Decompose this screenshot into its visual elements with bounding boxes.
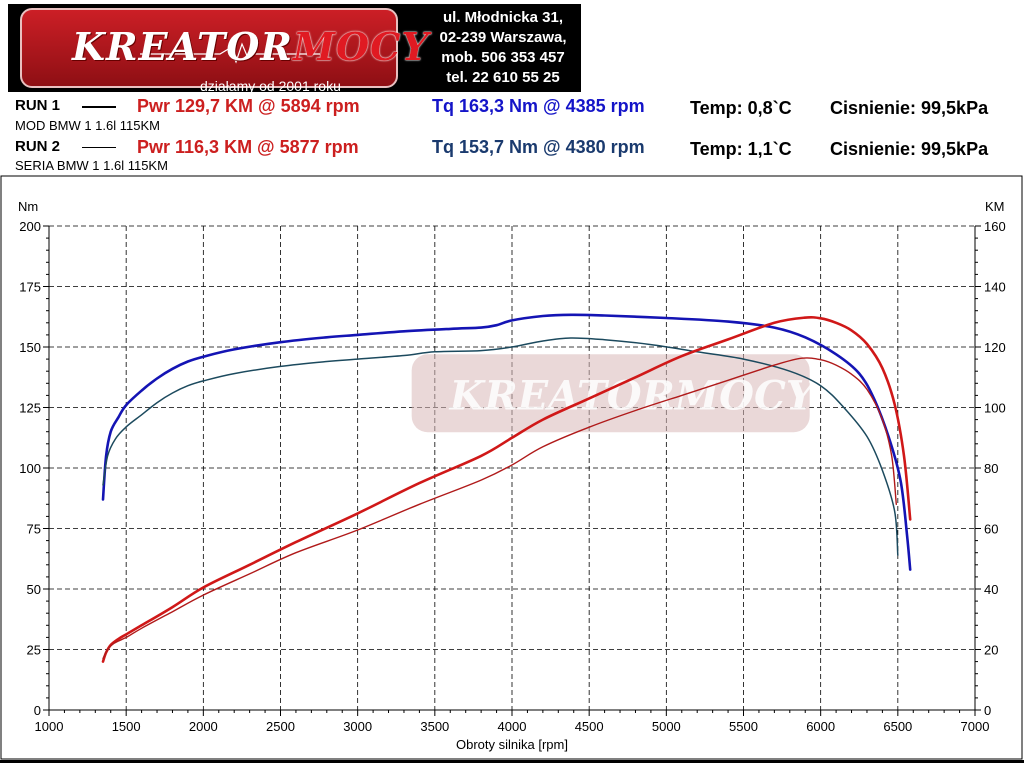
torque-curve-run1 <box>101 313 912 571</box>
run1-description: MOD BMW 1 1.6l 115KM <box>15 118 160 133</box>
y-tick-label-right: 140 <box>984 280 1006 295</box>
run2-temperature: Temp: 1,1`C <box>690 139 792 159</box>
run2-line-swatch <box>82 147 116 148</box>
x-tick-label: 7000 <box>961 719 990 734</box>
chart-grid <box>49 225 975 710</box>
y-tick-label-right: 20 <box>984 643 998 658</box>
y-tick-label-right: 80 <box>984 461 998 476</box>
y-tick-label-left: 200 <box>19 219 41 234</box>
address-line: ul. Młodnicka 31, <box>442 9 564 26</box>
x-tick-label: 6000 <box>806 719 835 734</box>
y-tick-label-right: 40 <box>984 582 998 597</box>
run2-power: Pwr 116,3 KM @ 5877 rpm <box>137 137 359 157</box>
brand-logo: KREATORMOCY działamy od 2001 roku <box>20 8 428 94</box>
y-tick-label-left: 0 <box>34 703 41 718</box>
x-tick-label: 2500 <box>266 719 295 734</box>
watermark-badge <box>411 354 810 433</box>
y-tick-label-left: 25 <box>27 643 41 658</box>
x-tick-label: 5000 <box>652 719 681 734</box>
x-tick-label: 2000 <box>189 719 218 734</box>
y-tick-label-right: 160 <box>984 219 1006 234</box>
y-axis-label-right: KM <box>985 199 1005 214</box>
run1-temperature: Temp: 0,8`C <box>690 98 792 118</box>
run-legend: RUN 1 Pwr 129,7 KM @ 5894 rpm Tq 163,3 N… <box>0 94 1024 174</box>
chart-axes: 1000 1500 2000 2500 3000 3500 4000 4500 5000 5500… <box>19 219 1005 734</box>
logo-word-1: KREATOR <box>72 24 293 69</box>
y-tick-label-right: 120 <box>984 340 1006 355</box>
logo-wordmark: KREATORMOCY <box>72 24 429 69</box>
y-axis-label-left: Nm <box>18 199 38 214</box>
logo-word-2: MOCY <box>292 24 430 69</box>
chart-frame <box>0 175 1023 760</box>
run2-torque: Tq 153,7 Nm @ 4380 rpm <box>432 137 645 157</box>
power-curve-run1 <box>101 316 912 663</box>
y-tick-label-left: 100 <box>19 461 41 476</box>
run2-name: RUN 2 <box>15 138 61 155</box>
logo-spark-line <box>140 42 320 64</box>
run1-line-swatch <box>82 106 116 108</box>
y-tick-label-left: 150 <box>19 340 41 355</box>
x-tick-label: 1000 <box>35 719 64 734</box>
y-tick-label-left: 175 <box>19 280 41 295</box>
y-tick-label-left: 50 <box>27 582 41 597</box>
run2-pressure: Cisnienie: 99,5kPa <box>830 139 989 159</box>
power-curve-run2 <box>102 357 897 660</box>
y-tick-label-left: 75 <box>27 522 41 537</box>
y-tick-label-right: 60 <box>984 522 998 537</box>
x-tick-label: 1500 <box>112 719 141 734</box>
contact-address: ul. Młodnicka 31, 02-239 Warszawa, mob. … <box>418 8 588 88</box>
bottom-rule <box>0 760 1024 763</box>
y-tick-label-left: 125 <box>19 401 41 416</box>
address-line: 02-239 Warszawa, <box>439 29 567 46</box>
x-tick-label: 4000 <box>498 719 527 734</box>
x-tick-label: 4500 <box>575 719 604 734</box>
dyno-chart: KREATORMOCY 1000 1500 2000 2500 3000 3500 4000… <box>0 175 1023 760</box>
y-tick-label-right: 100 <box>984 401 1006 416</box>
chart-watermark: KREATORMOCY <box>411 354 818 433</box>
torque-curve-run2 <box>102 337 899 556</box>
run1-torque: Tq 163,3 Nm @ 4385 rpm <box>432 96 645 116</box>
run1-pressure: Cisnienie: 99,5kPa <box>830 98 989 118</box>
x-axis-label: Obroty silnika [rpm] <box>456 737 568 752</box>
x-tick-label: 6500 <box>883 719 912 734</box>
chart-series <box>101 313 912 663</box>
address-line: tel. 22 610 55 25 <box>446 69 560 86</box>
x-tick-label: 3000 <box>343 719 372 734</box>
run2-description: SERIA BMW 1 1.6l 115KM <box>15 158 168 173</box>
run1-name: RUN 1 <box>15 97 61 114</box>
y-tick-label-right: 0 <box>984 703 991 718</box>
x-tick-label: 3500 <box>420 719 449 734</box>
run1-power: Pwr 129,7 KM @ 5894 rpm <box>137 96 360 116</box>
brand-header: KREATORMOCY działamy od 2001 roku ul. Mł… <box>8 4 581 94</box>
address-line: mob. 506 353 457 <box>441 49 565 66</box>
logo-tagline: działamy od 2001 roku <box>200 78 341 94</box>
x-tick-label: 5500 <box>729 719 758 734</box>
